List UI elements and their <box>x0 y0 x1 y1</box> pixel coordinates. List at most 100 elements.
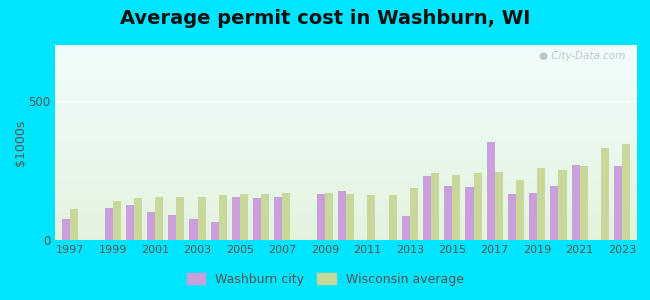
Bar <box>55 238 637 239</box>
Y-axis label: $1000s: $1000s <box>14 119 27 166</box>
Bar <box>55 205 637 206</box>
Bar <box>55 239 637 240</box>
Bar <box>55 154 637 155</box>
Text: Average permit cost in Washburn, WI: Average permit cost in Washburn, WI <box>120 9 530 28</box>
Bar <box>55 46 637 47</box>
Bar <box>55 224 637 225</box>
Bar <box>55 114 637 115</box>
Bar <box>402 216 410 240</box>
Bar <box>55 83 637 84</box>
Bar <box>423 176 431 240</box>
Bar <box>55 100 637 101</box>
Bar <box>55 54 637 55</box>
Bar <box>55 155 637 156</box>
Bar <box>55 166 637 167</box>
Bar <box>55 230 637 231</box>
Bar <box>55 103 637 104</box>
Bar <box>55 75 637 76</box>
Bar <box>55 158 637 159</box>
Bar <box>55 161 637 162</box>
Bar <box>55 204 637 205</box>
Bar <box>55 125 637 126</box>
Bar <box>55 149 637 150</box>
Bar <box>55 195 637 196</box>
Bar <box>55 196 637 197</box>
Bar <box>55 234 637 235</box>
Bar <box>55 85 637 86</box>
Bar <box>55 117 637 118</box>
Bar <box>55 118 637 119</box>
Bar <box>211 222 219 240</box>
Bar <box>55 218 637 219</box>
Bar <box>55 128 637 129</box>
Bar <box>55 104 637 105</box>
Bar <box>55 189 637 190</box>
Bar <box>55 223 637 224</box>
Bar <box>55 192 637 193</box>
Bar <box>473 173 482 240</box>
Bar <box>55 120 637 121</box>
Bar <box>367 195 376 240</box>
Bar <box>487 142 495 240</box>
Bar <box>55 222 637 223</box>
Bar <box>55 72 637 73</box>
Bar <box>125 205 134 240</box>
Bar <box>55 102 637 103</box>
Bar <box>55 87 637 88</box>
Bar <box>55 221 637 222</box>
Bar <box>55 97 637 98</box>
Bar <box>516 180 524 240</box>
Bar <box>55 172 637 173</box>
Bar <box>55 203 637 204</box>
Bar <box>55 67 637 68</box>
Bar <box>55 64 637 65</box>
Bar <box>55 133 637 134</box>
Bar <box>452 175 460 240</box>
Bar <box>55 178 637 179</box>
Bar <box>55 181 637 182</box>
Bar <box>274 197 283 240</box>
Bar <box>55 138 637 139</box>
Bar <box>55 116 637 117</box>
Bar <box>55 229 637 230</box>
Bar <box>55 131 637 132</box>
Bar <box>55 107 637 108</box>
Bar <box>55 197 637 198</box>
Bar <box>55 206 637 207</box>
Bar <box>495 172 503 240</box>
Bar <box>558 170 567 240</box>
Bar <box>55 99 637 100</box>
Bar <box>253 198 261 240</box>
Bar <box>55 219 637 220</box>
Bar <box>55 108 637 109</box>
Bar <box>55 202 637 203</box>
Bar <box>55 93 637 94</box>
Bar <box>168 215 176 240</box>
Bar <box>55 70 637 71</box>
Bar <box>55 168 637 169</box>
Bar <box>55 193 637 194</box>
Bar <box>55 76 637 77</box>
Bar <box>134 198 142 240</box>
Bar <box>55 56 637 57</box>
Bar <box>55 136 637 137</box>
Bar <box>55 187 637 188</box>
Bar <box>614 166 622 240</box>
Bar <box>55 91 637 92</box>
Bar <box>55 140 637 141</box>
Bar <box>55 53 637 54</box>
Bar <box>55 238 637 239</box>
Bar <box>55 198 637 199</box>
Bar <box>55 162 637 163</box>
Bar <box>55 77 637 78</box>
Bar <box>55 214 637 215</box>
Bar <box>55 60 637 61</box>
Bar <box>551 186 558 240</box>
Bar <box>55 101 637 102</box>
Bar <box>529 193 537 240</box>
Bar <box>537 168 545 240</box>
Bar <box>70 209 78 240</box>
Bar <box>55 183 637 184</box>
Bar <box>55 119 637 120</box>
Bar <box>55 212 637 213</box>
